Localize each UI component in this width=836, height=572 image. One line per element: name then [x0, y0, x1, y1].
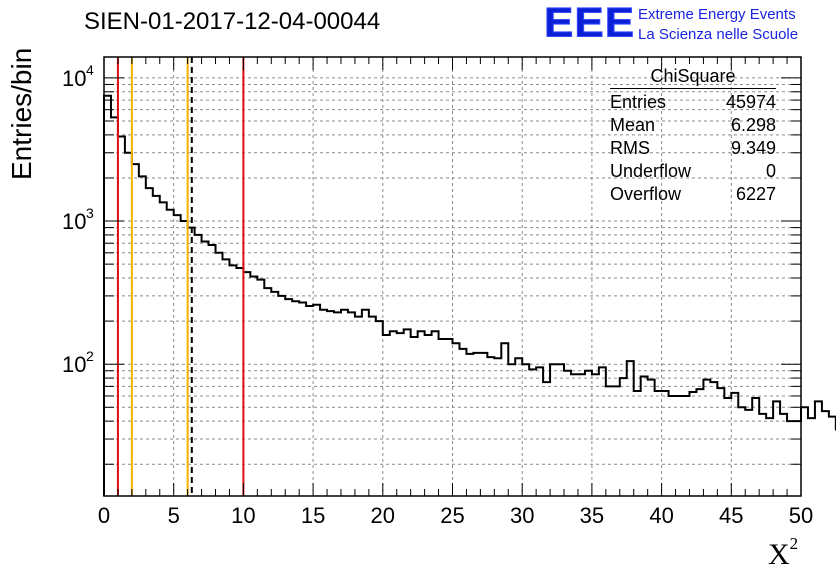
eee-logo-mark: EEE	[543, 0, 636, 46]
x-tick-label: 10	[231, 503, 255, 528]
logo-line-2: La Scienza nelle Scuole	[638, 26, 799, 43]
y-tick-label-exponent: 4	[86, 62, 94, 78]
histogram-line	[103, 94, 836, 496]
x-tick-label: 50	[789, 503, 813, 528]
stats-value: 45974	[725, 92, 776, 112]
x-axis-label-text: X	[768, 538, 790, 571]
stats-label: Entries	[610, 92, 667, 112]
x-tick-label: 25	[440, 503, 464, 528]
stats-row-underflow: Underflow 0	[610, 160, 776, 183]
x-axis-label: X2	[768, 534, 798, 572]
stats-title: ChiSquare	[610, 66, 776, 89]
stats-label: Mean	[610, 115, 656, 135]
x-tick-label: 40	[649, 503, 673, 528]
x-tick-label: 30	[510, 503, 534, 528]
x-tick-label: 20	[371, 503, 395, 528]
x-tick-label: 15	[301, 503, 325, 528]
logo-line-1: Extreme Energy Events	[638, 6, 796, 23]
x-tick-label: 45	[719, 503, 743, 528]
x-tick-label: 5	[168, 503, 180, 528]
stats-label: Underflow	[610, 161, 692, 181]
stats-value: 6.298	[730, 115, 776, 135]
stats-box: ChiSquare Entries 45974 Mean 6.298 RMS 9.34…	[610, 66, 776, 206]
stats-row-rms: RMS 9.349	[610, 137, 776, 160]
stats-label: Overflow	[610, 184, 682, 204]
stats-row-overflow: Overflow 6227	[610, 183, 776, 206]
x-tick-label: 35	[580, 503, 604, 528]
stats-row-mean: Mean 6.298	[610, 114, 776, 137]
chart-title: SIEN-01-2017-12-04-00044	[84, 8, 381, 35]
y-axis-label: Entries/bin	[6, 47, 37, 180]
stats-value: 0	[765, 161, 776, 181]
stats-value: 9.349	[730, 138, 776, 158]
axes	[103, 56, 802, 497]
y-tick-label: 10	[62, 209, 86, 234]
stats-value: 6227	[735, 184, 776, 204]
y-tick-label: 10	[62, 352, 86, 377]
x-axis-label-exponent: 2	[789, 534, 799, 553]
threshold-lines	[116, 57, 245, 496]
stats-row-entries: Entries 45974	[610, 91, 776, 114]
histogram-series	[103, 94, 836, 496]
grid-lines	[104, 57, 801, 496]
x-tick-label: 0	[98, 503, 110, 528]
y-tick-label: 10	[62, 66, 86, 91]
stats-label: RMS	[610, 138, 650, 158]
y-tick-label-exponent: 3	[86, 205, 94, 221]
y-tick-label-exponent: 2	[86, 348, 94, 364]
